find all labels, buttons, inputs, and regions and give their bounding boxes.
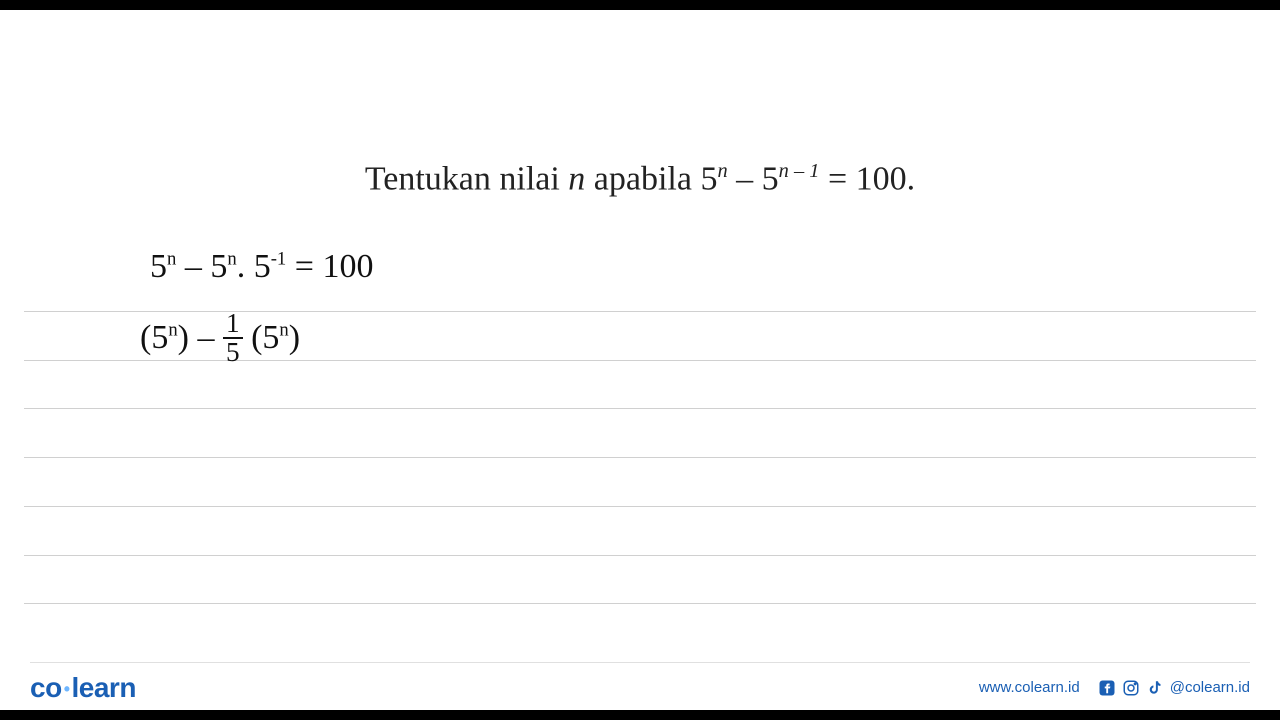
question-exp2: n – 1	[779, 160, 820, 182]
hw-1a: 5	[150, 248, 167, 285]
handwritten-line-1: 5n – 5n. 5-1 = 100	[150, 248, 373, 286]
border-bottom	[0, 710, 1280, 720]
logo-co: co	[30, 672, 62, 703]
border-top	[0, 0, 1280, 10]
logo: co•learn	[30, 672, 136, 704]
logo-learn: learn	[72, 672, 136, 703]
facebook-icon	[1098, 679, 1116, 697]
question-text: Tentukan nilai n apabila 5n – 5n – 1 = 1…	[0, 160, 1280, 198]
hw-1b-sup: n	[227, 249, 236, 270]
hw-frac-num: 1	[223, 310, 243, 339]
hw-2a: (5	[140, 319, 168, 356]
social-group: @colearn.id	[1098, 679, 1250, 697]
hw-2d: )	[289, 319, 300, 356]
hw-2c-sup: n	[279, 320, 288, 341]
hw-2c: (5	[243, 319, 280, 356]
question-exp1: n	[717, 160, 727, 182]
ruled-line	[24, 408, 1256, 409]
hw-2a-sup: n	[168, 320, 177, 341]
instagram-icon	[1122, 679, 1140, 697]
hw-frac-den: 5	[223, 339, 243, 366]
question-minus: – 5	[728, 160, 779, 197]
ruled-line	[24, 603, 1256, 604]
question-suffix: = 100.	[819, 160, 915, 197]
hw-1b: – 5	[176, 248, 227, 285]
question-var: n	[568, 160, 585, 197]
tiktok-icon	[1146, 679, 1164, 697]
hw-1c: . 5	[237, 248, 271, 285]
hw-1a-sup: n	[167, 249, 176, 270]
footer-url: www.colearn.id	[979, 679, 1080, 696]
handwritten-line-2: (5n) – 15 (5n)	[140, 312, 300, 368]
hw-1d: = 100	[286, 248, 373, 285]
question-prefix: Tentukan nilai	[365, 160, 568, 197]
logo-dot: •	[62, 679, 72, 699]
ruled-line	[24, 506, 1256, 507]
hw-2b: ) –	[178, 319, 223, 356]
footer-right: www.colearn.id @colearn.id	[979, 679, 1250, 697]
social-handle: @colearn.id	[1170, 679, 1250, 696]
ruled-line	[24, 457, 1256, 458]
footer: co•learn www.colearn.id @colearn.id	[30, 662, 1250, 702]
ruled-line	[24, 555, 1256, 556]
hw-1c-sup: -1	[271, 249, 287, 270]
hw-2-fraction: 15	[223, 310, 243, 366]
question-mid: apabila 5	[585, 160, 717, 197]
